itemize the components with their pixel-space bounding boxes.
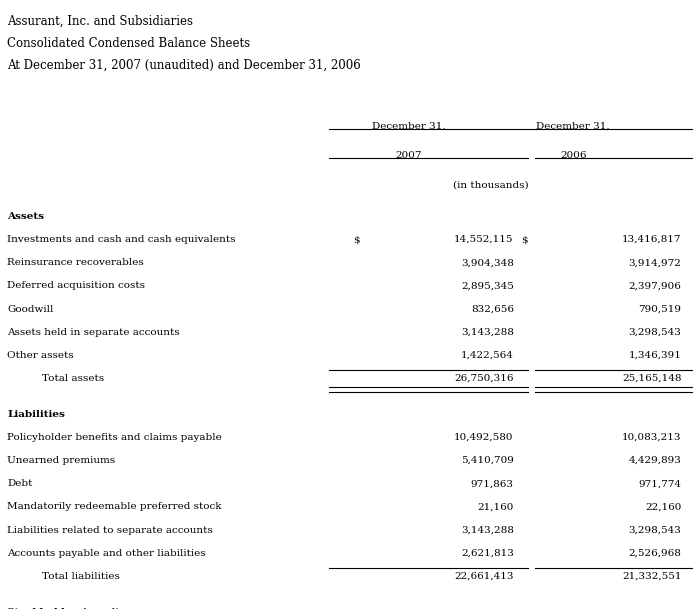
Text: 21,332,551: 21,332,551: [622, 572, 682, 581]
Text: Assets: Assets: [7, 212, 44, 221]
Text: 3,298,543: 3,298,543: [628, 328, 682, 337]
Text: 3,143,288: 3,143,288: [461, 526, 514, 535]
Text: Total liabilities: Total liabilities: [42, 572, 120, 581]
Text: Deferred acquisition costs: Deferred acquisition costs: [7, 281, 145, 290]
Text: Assurant, Inc. and Subsidiaries: Assurant, Inc. and Subsidiaries: [7, 15, 193, 28]
Text: 790,519: 790,519: [638, 304, 682, 314]
Text: 2,621,813: 2,621,813: [461, 549, 514, 558]
Text: Unearned premiums: Unearned premiums: [7, 456, 115, 465]
Text: 25,165,148: 25,165,148: [622, 374, 682, 383]
Text: Liabilities: Liabilities: [7, 410, 65, 419]
Text: December 31,: December 31,: [372, 122, 446, 131]
Text: 3,298,543: 3,298,543: [628, 526, 682, 535]
Text: Liabilities related to separate accounts: Liabilities related to separate accounts: [7, 526, 212, 535]
Text: 2,526,968: 2,526,968: [628, 549, 682, 558]
Text: 10,492,580: 10,492,580: [454, 433, 514, 442]
Text: Mandatorily redeemable preferred stock: Mandatorily redeemable preferred stock: [7, 502, 222, 512]
Text: 13,416,817: 13,416,817: [622, 235, 682, 244]
Text: 5,410,709: 5,410,709: [461, 456, 514, 465]
Text: 10,083,213: 10,083,213: [622, 433, 682, 442]
Text: 971,863: 971,863: [470, 479, 514, 488]
Text: 26,750,316: 26,750,316: [454, 374, 514, 383]
Text: 22,661,413: 22,661,413: [454, 572, 514, 581]
Text: 2,895,345: 2,895,345: [461, 281, 514, 290]
Text: 971,774: 971,774: [638, 479, 682, 488]
Text: Assets held in separate accounts: Assets held in separate accounts: [7, 328, 180, 337]
Text: 832,656: 832,656: [470, 304, 514, 314]
Text: 3,904,348: 3,904,348: [461, 258, 514, 267]
Text: Total assets: Total assets: [42, 374, 104, 383]
Text: Consolidated Condensed Balance Sheets: Consolidated Condensed Balance Sheets: [7, 37, 250, 50]
Text: Policyholder benefits and claims payable: Policyholder benefits and claims payable: [7, 433, 222, 442]
Text: 14,552,115: 14,552,115: [454, 235, 514, 244]
Text: Accounts payable and other liabilities: Accounts payable and other liabilities: [7, 549, 206, 558]
Text: 1,346,391: 1,346,391: [628, 351, 682, 360]
Text: $: $: [521, 235, 527, 244]
Text: 3,143,288: 3,143,288: [461, 328, 514, 337]
Text: Goodwill: Goodwill: [7, 304, 53, 314]
Text: 2006: 2006: [560, 151, 586, 160]
Text: $: $: [353, 235, 359, 244]
Text: Other assets: Other assets: [7, 351, 73, 360]
Text: 21,160: 21,160: [477, 502, 514, 512]
Text: (in thousands): (in thousands): [453, 180, 529, 189]
Text: 3,914,972: 3,914,972: [628, 258, 682, 267]
Text: 2,397,906: 2,397,906: [628, 281, 682, 290]
Text: Stockholders’ equity: Stockholders’ equity: [7, 608, 126, 609]
Text: Reinsurance recoverables: Reinsurance recoverables: [7, 258, 144, 267]
Text: 2007: 2007: [396, 151, 422, 160]
Text: 4,429,893: 4,429,893: [628, 456, 682, 465]
Text: Debt: Debt: [7, 479, 32, 488]
Text: 1,422,564: 1,422,564: [461, 351, 514, 360]
Text: Investments and cash and cash equivalents: Investments and cash and cash equivalent…: [7, 235, 236, 244]
Text: 22,160: 22,160: [645, 502, 682, 512]
Text: At December 31, 2007 (unaudited) and December 31, 2006: At December 31, 2007 (unaudited) and Dec…: [7, 59, 361, 72]
Text: December 31,: December 31,: [536, 122, 610, 131]
